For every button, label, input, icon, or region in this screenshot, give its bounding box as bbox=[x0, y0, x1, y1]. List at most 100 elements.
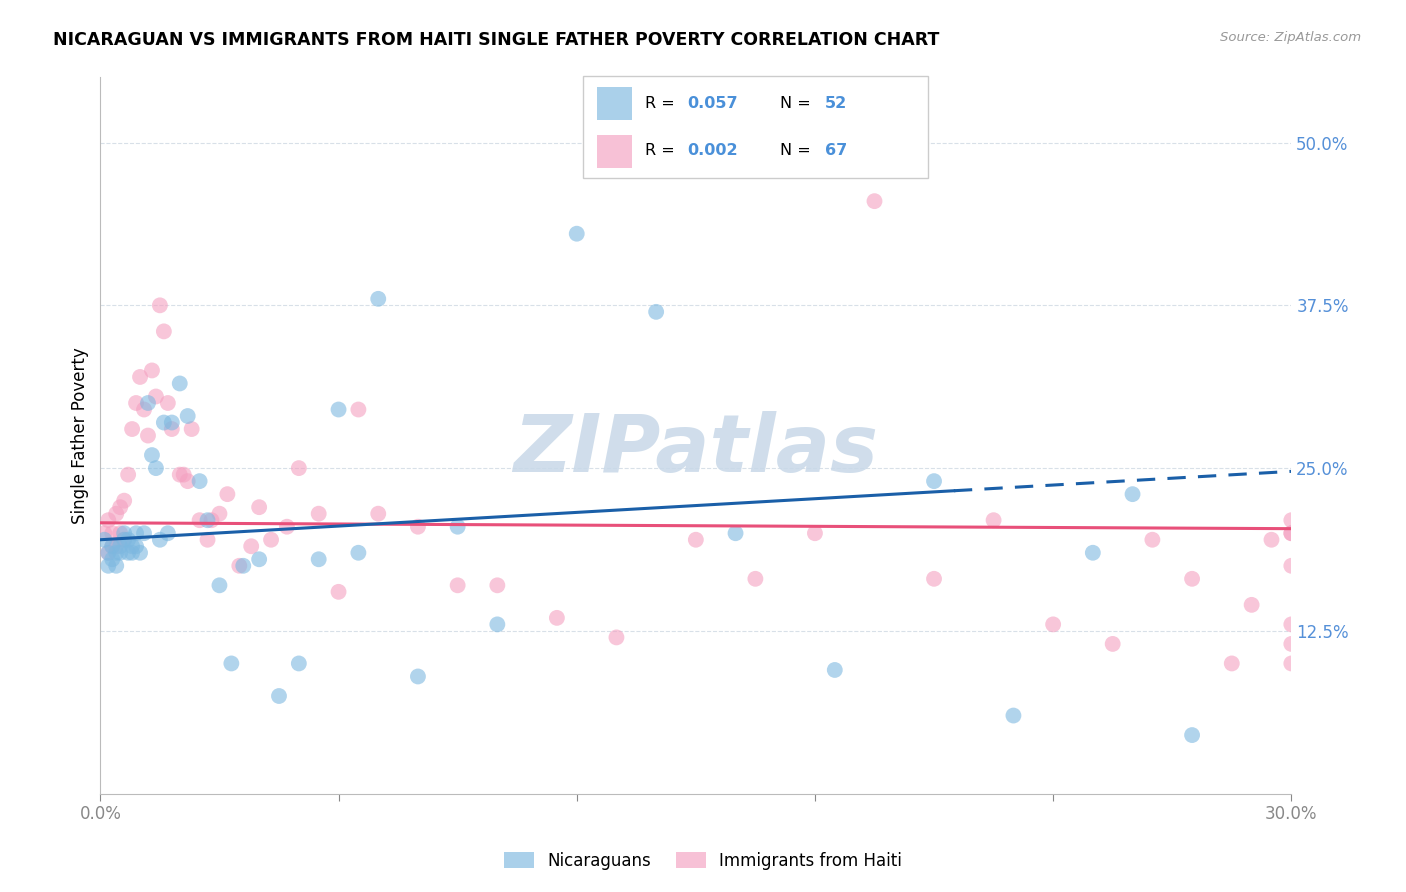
Point bbox=[97, 546, 120, 560]
Point bbox=[406, 669, 429, 683]
Point bbox=[565, 227, 588, 241]
Point bbox=[169, 376, 191, 391]
Text: N =: N = bbox=[780, 96, 815, 111]
Text: Source: ZipAtlas.com: Source: ZipAtlas.com bbox=[1220, 31, 1361, 45]
Point bbox=[101, 539, 124, 553]
Point bbox=[141, 448, 163, 462]
Point bbox=[645, 305, 668, 319]
Point bbox=[983, 513, 1005, 527]
Point bbox=[176, 409, 198, 423]
Point bbox=[1220, 657, 1243, 671]
Point bbox=[93, 533, 115, 547]
Point bbox=[228, 558, 250, 573]
Point bbox=[117, 467, 139, 482]
Point bbox=[804, 526, 827, 541]
Point bbox=[200, 513, 222, 527]
Point bbox=[1081, 546, 1104, 560]
Point bbox=[824, 663, 846, 677]
Point bbox=[685, 533, 707, 547]
Point bbox=[149, 298, 172, 312]
Point bbox=[97, 558, 120, 573]
Text: R =: R = bbox=[645, 96, 681, 111]
Point bbox=[153, 324, 176, 338]
Point bbox=[145, 389, 167, 403]
Point bbox=[1279, 526, 1302, 541]
Text: N =: N = bbox=[780, 144, 815, 158]
Point bbox=[1279, 617, 1302, 632]
Point bbox=[240, 539, 263, 553]
Point bbox=[132, 526, 155, 541]
Point bbox=[97, 546, 120, 560]
Point bbox=[112, 493, 135, 508]
Point bbox=[129, 370, 152, 384]
Point bbox=[105, 558, 128, 573]
Point bbox=[101, 539, 124, 553]
Point bbox=[308, 552, 330, 566]
Point bbox=[136, 396, 159, 410]
Point bbox=[132, 402, 155, 417]
Point bbox=[1279, 657, 1302, 671]
Point bbox=[125, 539, 148, 553]
Text: ZIPatlas: ZIPatlas bbox=[513, 411, 879, 489]
Point bbox=[101, 526, 124, 541]
Point bbox=[105, 539, 128, 553]
Point bbox=[97, 513, 120, 527]
Point bbox=[160, 422, 183, 436]
Point bbox=[288, 461, 311, 475]
Point bbox=[724, 526, 747, 541]
Point bbox=[1279, 558, 1302, 573]
Point bbox=[108, 526, 131, 541]
Point bbox=[486, 617, 509, 632]
Point bbox=[1142, 533, 1164, 547]
Point bbox=[1122, 487, 1144, 501]
Bar bbox=[598, 136, 631, 168]
Point bbox=[446, 578, 468, 592]
Point bbox=[232, 558, 254, 573]
Point bbox=[406, 519, 429, 533]
Point bbox=[922, 474, 945, 488]
Point bbox=[156, 396, 179, 410]
Point bbox=[121, 546, 143, 560]
Point bbox=[217, 487, 239, 501]
Point bbox=[605, 631, 627, 645]
Point bbox=[156, 526, 179, 541]
Point bbox=[486, 578, 509, 592]
Text: NICARAGUAN VS IMMIGRANTS FROM HAITI SINGLE FATHER POVERTY CORRELATION CHART: NICARAGUAN VS IMMIGRANTS FROM HAITI SING… bbox=[53, 31, 939, 49]
Point bbox=[1181, 572, 1204, 586]
Point bbox=[145, 461, 167, 475]
Point bbox=[108, 539, 131, 553]
Bar bbox=[598, 87, 631, 120]
Point bbox=[1279, 526, 1302, 541]
Point bbox=[188, 474, 211, 488]
Point bbox=[276, 519, 298, 533]
Point bbox=[117, 546, 139, 560]
Point bbox=[125, 396, 148, 410]
Point bbox=[446, 519, 468, 533]
Point bbox=[328, 402, 350, 417]
Point bbox=[1279, 513, 1302, 527]
Point bbox=[125, 526, 148, 541]
Point bbox=[367, 507, 389, 521]
Point bbox=[129, 546, 152, 560]
Point bbox=[922, 572, 945, 586]
Text: R =: R = bbox=[645, 144, 681, 158]
Point bbox=[197, 533, 219, 547]
Point bbox=[136, 428, 159, 442]
Point bbox=[208, 507, 231, 521]
Point bbox=[1260, 533, 1282, 547]
Point bbox=[328, 584, 350, 599]
Legend: Nicaraguans, Immigrants from Haiti: Nicaraguans, Immigrants from Haiti bbox=[498, 846, 908, 877]
Point bbox=[108, 500, 131, 515]
Point bbox=[1181, 728, 1204, 742]
Y-axis label: Single Father Poverty: Single Father Poverty bbox=[72, 347, 89, 524]
Point bbox=[105, 546, 128, 560]
Point bbox=[108, 546, 131, 560]
Point bbox=[112, 533, 135, 547]
Point bbox=[247, 552, 270, 566]
Text: 0.057: 0.057 bbox=[688, 96, 738, 111]
Point bbox=[117, 533, 139, 547]
Text: 0.002: 0.002 bbox=[688, 144, 738, 158]
Point bbox=[153, 416, 176, 430]
Point bbox=[121, 422, 143, 436]
Point bbox=[208, 578, 231, 592]
